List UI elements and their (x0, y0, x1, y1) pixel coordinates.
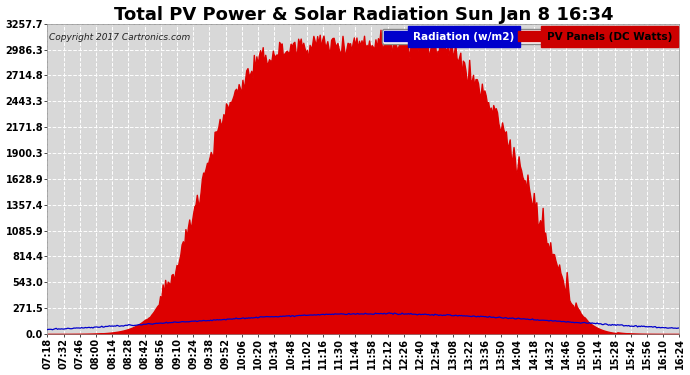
Legend: Radiation (w/m2), PV Panels (DC Watts): Radiation (w/m2), PV Panels (DC Watts) (382, 29, 674, 44)
Text: Copyright 2017 Cartronics.com: Copyright 2017 Cartronics.com (48, 33, 190, 42)
Title: Total PV Power & Solar Radiation Sun Jan 8 16:34: Total PV Power & Solar Radiation Sun Jan… (114, 6, 613, 24)
